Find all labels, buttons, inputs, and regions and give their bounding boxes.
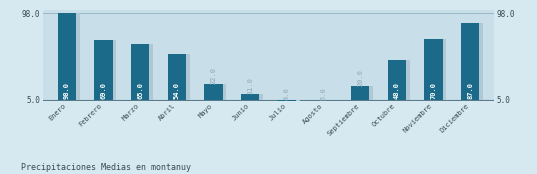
Bar [171, 54, 190, 100]
Bar [351, 86, 369, 100]
Text: 20.0: 20.0 [357, 69, 363, 86]
Bar [95, 40, 113, 100]
Text: 5.0: 5.0 [321, 87, 326, 100]
Text: 11.0: 11.0 [247, 77, 253, 94]
Bar [278, 100, 296, 101]
Bar [461, 23, 480, 100]
Text: 87.0: 87.0 [467, 82, 473, 99]
Text: 65.0: 65.0 [137, 82, 143, 99]
Text: Precipitaciones Medias en montanuy: Precipitaciones Medias en montanuy [21, 163, 192, 172]
Bar [245, 94, 263, 100]
Text: 70.0: 70.0 [431, 82, 437, 99]
Bar [388, 60, 406, 100]
Bar [354, 86, 373, 100]
Bar [241, 94, 259, 100]
Bar [57, 13, 76, 100]
Bar [204, 84, 223, 100]
Bar [391, 60, 410, 100]
Bar [168, 54, 186, 100]
Bar [465, 23, 483, 100]
Text: 98.0: 98.0 [64, 82, 70, 99]
Bar [281, 100, 300, 101]
Text: 22.0: 22.0 [211, 67, 216, 84]
Bar [135, 44, 153, 100]
Bar [208, 84, 226, 100]
Bar [428, 39, 446, 100]
Bar [61, 13, 79, 100]
Text: 48.0: 48.0 [394, 82, 400, 99]
Text: 4.0: 4.0 [284, 88, 290, 100]
Bar [98, 40, 117, 100]
Text: 54.0: 54.0 [174, 82, 180, 99]
Bar [424, 39, 442, 100]
Text: 69.0: 69.0 [100, 82, 106, 99]
Bar [131, 44, 149, 100]
